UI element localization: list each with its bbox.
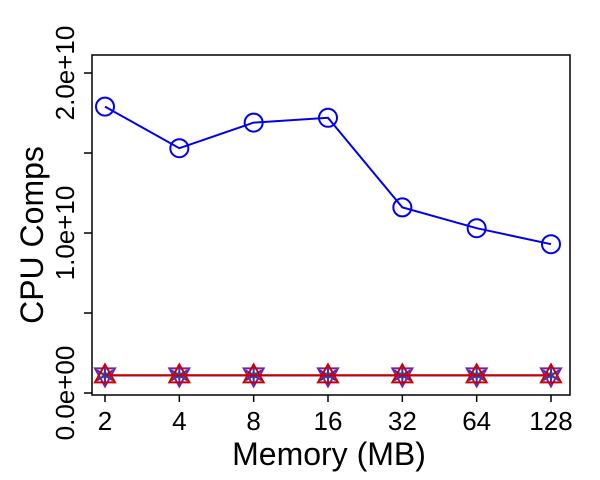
series-layer [93, 96, 563, 389]
plot-area-frame [91, 54, 571, 396]
x-tick-label: 128 [529, 406, 572, 436]
data-point [539, 367, 563, 389]
data-point [167, 367, 192, 389]
data-point [466, 218, 487, 239]
data-point [539, 362, 563, 384]
data-point [95, 96, 115, 117]
data-point [241, 362, 266, 384]
data-point [318, 107, 338, 128]
series-line [104, 105, 552, 246]
data-point [464, 367, 489, 389]
x-tick-label: 4 [172, 406, 186, 436]
x-tick-label: 8 [246, 406, 260, 436]
data-point [241, 367, 266, 389]
data-point [316, 362, 340, 384]
data-point [243, 112, 264, 133]
y-tick-label: 0.0e+00 [50, 346, 80, 441]
y-axis: 0.0e+00 1.0e+10 2.0e+10 [50, 26, 92, 441]
y-tick-label: 2.0e+10 [50, 26, 80, 121]
data-point [93, 367, 117, 389]
data-point [167, 362, 192, 384]
x-tick-label: 2 [98, 406, 112, 436]
data-point [464, 362, 489, 384]
data-point [390, 367, 415, 389]
data-point [541, 234, 561, 255]
x-axis-title: Memory (MB) [232, 436, 426, 472]
x-tick-label: 16 [314, 406, 343, 436]
data-point [390, 362, 415, 384]
y-axis-title: CPU Comps [14, 146, 50, 324]
y-tick-label: 1.0e+10 [50, 186, 80, 281]
x-tick-label: 64 [462, 406, 491, 436]
data-point [93, 362, 117, 384]
x-axis: 2 4 8 16 32 64 128 [98, 395, 573, 436]
x-tick-label: 32 [388, 406, 417, 436]
data-point [316, 367, 340, 389]
data-point [392, 197, 413, 218]
data-point [169, 138, 190, 159]
